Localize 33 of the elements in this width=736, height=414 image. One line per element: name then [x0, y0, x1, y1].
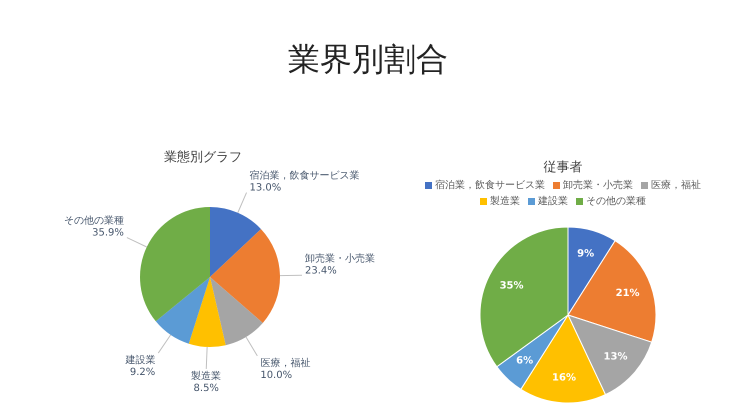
data-label: 9%: [577, 248, 594, 260]
slice-label: 製造業: [191, 370, 222, 382]
data-label: 23.4%: [304, 265, 337, 276]
legend-label: 建設業: [537, 194, 568, 208]
legend-label: 卸売業・小売業: [562, 178, 633, 192]
text: 業界別割合: [287, 39, 449, 80]
data-label: 35.9%: [92, 228, 124, 239]
pie-slice: [210, 207, 262, 277]
data-label: 9.2%: [130, 367, 156, 378]
data-label: 16%: [552, 372, 576, 384]
pie-slice: [156, 277, 210, 344]
slice-label: その他の業種: [64, 214, 124, 227]
slice-label: 医療，福祉: [260, 356, 310, 369]
pie-slice: [188, 277, 226, 347]
pie-slice: [210, 277, 263, 346]
legend-label: 医療，福祉: [650, 178, 701, 192]
data-label: 13.0%: [250, 182, 282, 194]
data-label: 35%: [500, 280, 524, 292]
chart-title: 従事者: [542, 159, 584, 176]
data-label: 21%: [616, 288, 640, 300]
legend-label: 製造業: [489, 194, 520, 208]
pie-slice: [210, 229, 280, 323]
slice-label: 宿泊業，飲食サービス業: [250, 170, 360, 182]
legend-label: その他の業種: [585, 194, 646, 208]
data-label: 6%: [516, 356, 534, 367]
data-label: 10.0%: [260, 370, 292, 381]
legend-label: 宿泊業，飲食サービス業: [434, 178, 545, 192]
slice-label: 建設業: [124, 354, 156, 366]
pie-slice: [140, 207, 210, 322]
data-label: 13%: [604, 351, 628, 362]
slice-label: 卸売業・小売業: [304, 252, 375, 264]
chart-title: 業態別グラフ: [163, 149, 243, 166]
data-label: 8.5%: [194, 382, 219, 394]
